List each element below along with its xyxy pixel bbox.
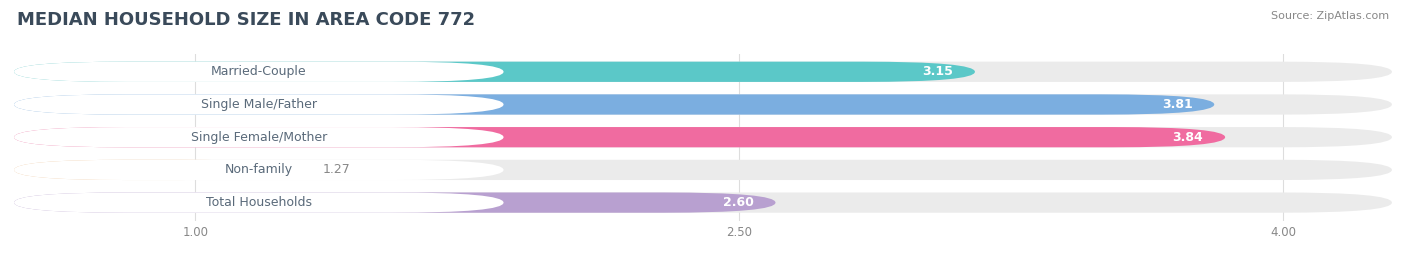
FancyBboxPatch shape — [14, 160, 294, 180]
FancyBboxPatch shape — [14, 94, 1215, 115]
Text: 3.84: 3.84 — [1173, 131, 1204, 144]
FancyBboxPatch shape — [14, 160, 1392, 180]
FancyBboxPatch shape — [14, 127, 1225, 147]
Text: Total Households: Total Households — [205, 196, 312, 209]
FancyBboxPatch shape — [14, 94, 1392, 115]
Text: 3.15: 3.15 — [922, 65, 953, 78]
FancyBboxPatch shape — [14, 192, 776, 213]
Text: Single Female/Mother: Single Female/Mother — [191, 131, 328, 144]
Text: Non-family: Non-family — [225, 163, 292, 176]
FancyBboxPatch shape — [14, 62, 974, 82]
FancyBboxPatch shape — [14, 127, 1392, 147]
FancyBboxPatch shape — [14, 192, 503, 213]
Text: Source: ZipAtlas.com: Source: ZipAtlas.com — [1271, 11, 1389, 21]
Text: MEDIAN HOUSEHOLD SIZE IN AREA CODE 772: MEDIAN HOUSEHOLD SIZE IN AREA CODE 772 — [17, 11, 475, 29]
Text: 2.60: 2.60 — [723, 196, 754, 209]
Text: 3.81: 3.81 — [1161, 98, 1192, 111]
Text: Single Male/Father: Single Male/Father — [201, 98, 316, 111]
Text: 1.27: 1.27 — [322, 163, 350, 176]
FancyBboxPatch shape — [14, 94, 503, 115]
FancyBboxPatch shape — [14, 127, 503, 147]
FancyBboxPatch shape — [14, 192, 1392, 213]
FancyBboxPatch shape — [14, 160, 503, 180]
FancyBboxPatch shape — [14, 62, 503, 82]
FancyBboxPatch shape — [14, 62, 1392, 82]
Text: Married-Couple: Married-Couple — [211, 65, 307, 78]
